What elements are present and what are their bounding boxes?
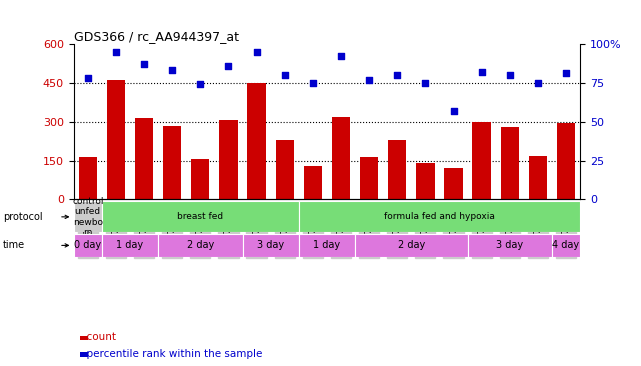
Bar (360, 157, 378, 199)
Text: 3 day: 3 day (257, 240, 284, 250)
Bar (219, 120, 238, 199)
Bar (332, 116, 350, 199)
Bar (557, 123, 575, 199)
Bar (416, 163, 435, 199)
Bar (107, 80, 125, 199)
Bar (247, 83, 266, 199)
Bar (299, 201, 580, 232)
Bar (242, 234, 299, 257)
Bar (102, 234, 158, 257)
Text: 1 day: 1 day (117, 240, 144, 250)
Bar (444, 168, 463, 199)
Point (111, 49, 121, 55)
Point (504, 72, 515, 78)
Text: 2 day: 2 day (397, 240, 425, 250)
Point (139, 61, 149, 67)
Text: 1 day: 1 day (313, 240, 340, 250)
Text: protocol: protocol (3, 212, 43, 222)
Bar (191, 159, 210, 199)
Text: breast fed: breast fed (178, 212, 223, 221)
Point (195, 82, 205, 87)
Point (83, 75, 93, 81)
Point (167, 67, 178, 73)
Text: 3 day: 3 day (496, 240, 523, 250)
Point (476, 69, 487, 75)
Text: control
unfed
newbo
rn: control unfed newbo rn (72, 197, 104, 237)
Text: 4 day: 4 day (553, 240, 579, 250)
Bar (102, 201, 299, 232)
Text: 0 day: 0 day (74, 240, 101, 250)
Bar (135, 118, 153, 199)
Bar (552, 234, 580, 257)
Bar (501, 127, 519, 199)
Point (392, 72, 403, 78)
Bar (467, 234, 552, 257)
Text: count: count (80, 332, 116, 342)
Point (561, 71, 571, 76)
Bar (74, 234, 102, 257)
Point (364, 77, 374, 83)
Bar (472, 123, 491, 199)
Bar (158, 234, 242, 257)
Text: time: time (3, 240, 26, 250)
Bar (355, 234, 467, 257)
Point (279, 72, 290, 78)
Point (308, 80, 318, 86)
Point (533, 80, 543, 86)
Text: GDS366 / rc_AA944397_at: GDS366 / rc_AA944397_at (74, 30, 238, 43)
Bar (276, 140, 294, 199)
Point (449, 108, 459, 114)
Text: 2 day: 2 day (187, 240, 214, 250)
Bar (388, 140, 406, 199)
Point (336, 53, 346, 59)
Point (251, 49, 262, 55)
Text: percentile rank within the sample: percentile rank within the sample (80, 349, 263, 359)
Bar (299, 234, 355, 257)
Text: formula fed and hypoxia: formula fed and hypoxia (384, 212, 495, 221)
Bar (304, 166, 322, 199)
Bar (74, 201, 102, 232)
Bar (79, 157, 97, 199)
Point (223, 63, 233, 69)
Bar (529, 156, 547, 199)
Point (420, 80, 431, 86)
Bar (163, 126, 181, 199)
